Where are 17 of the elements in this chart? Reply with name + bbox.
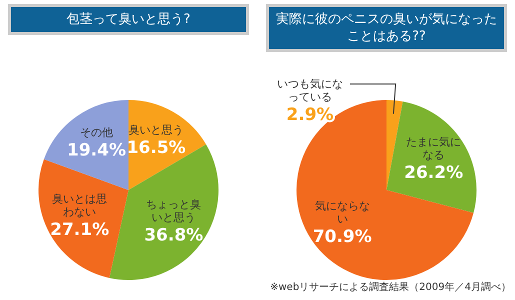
data-label: 16.5% — [126, 138, 186, 158]
chart-title: 実際に彼のペニスの臭いが気になったことはある?? — [266, 4, 507, 52]
slice-label: その他 — [80, 126, 113, 140]
data-label: 27.1% — [50, 220, 110, 240]
slice-label: ちょっと臭いと思う — [146, 198, 202, 224]
slice-label: 気にならない — [314, 199, 370, 226]
slice-label: 臭いと思う — [128, 123, 184, 136]
chart-title: 包茎って臭いと思う? — [8, 4, 249, 35]
text: ※webリサーチによる調査結果（2009年／4月調べ） — [270, 280, 511, 294]
data-label: 36.8% — [144, 226, 204, 246]
data-label: 2.9% — [286, 104, 334, 125]
data-label: 70.9% — [312, 226, 372, 247]
data-label: 26.2% — [404, 163, 464, 184]
slice-label: たまに気になる — [406, 135, 462, 162]
slice-label: いつも気になっている — [277, 77, 343, 104]
slice-label: 臭いとは思わない — [52, 192, 108, 218]
data-label: 19.4% — [67, 140, 126, 161]
